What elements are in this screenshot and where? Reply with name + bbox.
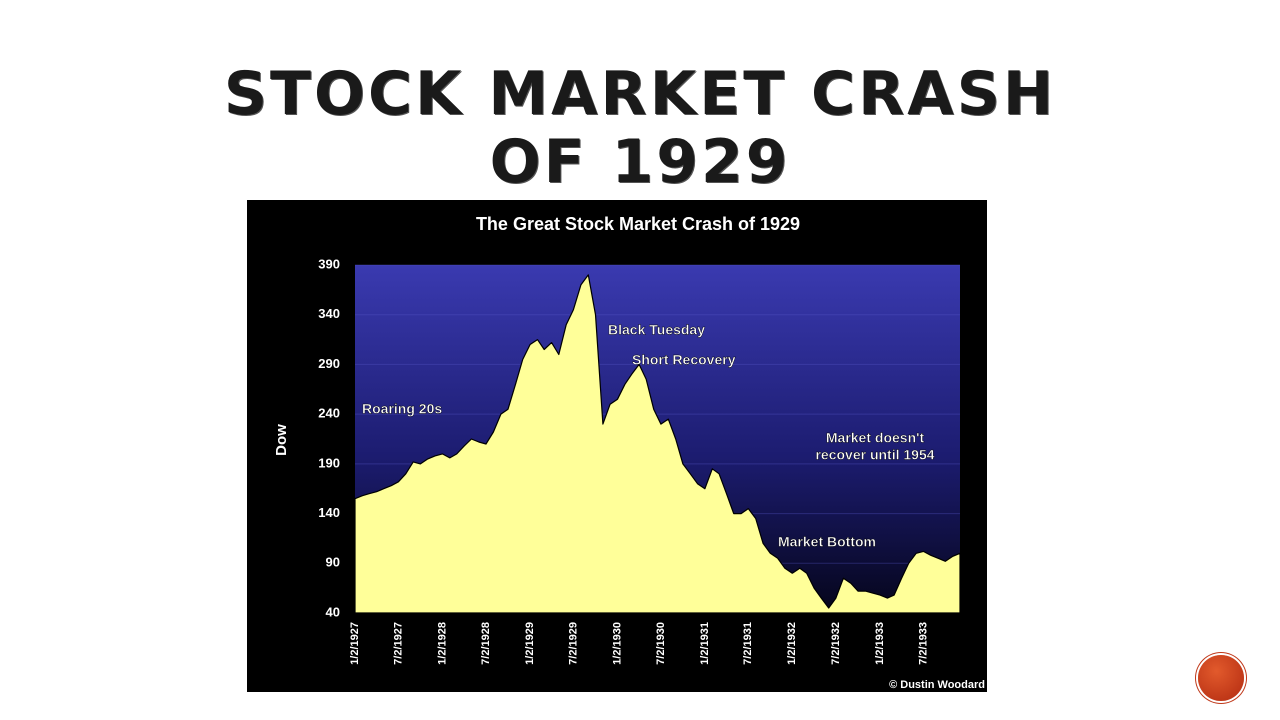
x-tick-label: 7/2/1928 xyxy=(480,622,492,665)
x-tick-label: 1/2/1933 xyxy=(874,622,886,665)
y-tick-label: 290 xyxy=(318,356,340,371)
y-tick-label: 140 xyxy=(318,505,340,520)
y-tick-label: 40 xyxy=(326,604,340,619)
y-tick-label: 340 xyxy=(318,306,340,321)
y-tick-label: 190 xyxy=(318,455,340,470)
slide-title-line: of 1929 xyxy=(489,127,791,197)
annotation: Short Recovery xyxy=(632,352,736,368)
x-tick-label: 1/2/1928 xyxy=(436,622,448,665)
credit: © Dustin Woodard xyxy=(889,679,985,691)
annotation: Market doesn't xyxy=(826,430,925,446)
annotation: Roaring 20s xyxy=(362,401,442,417)
x-tick-label: 7/2/1930 xyxy=(655,622,667,665)
next-slide-button[interactable] xyxy=(1198,655,1244,701)
x-tick-label: 7/2/1932 xyxy=(830,622,842,665)
annotation: Market Bottom xyxy=(778,534,876,550)
x-tick-label: 7/2/1933 xyxy=(917,622,929,665)
annotation: Black Tuesday xyxy=(608,322,705,338)
x-tick-label: 1/2/1932 xyxy=(786,622,798,665)
x-tick-label: 1/2/1927 xyxy=(349,622,361,665)
x-tick-label: 1/2/1931 xyxy=(699,622,711,665)
x-tick-label: 7/2/1929 xyxy=(567,622,579,665)
y-axis-label: Dow xyxy=(273,424,290,456)
x-tick-label: 7/2/1927 xyxy=(392,622,404,665)
area xyxy=(354,274,961,614)
y-tick-label: 90 xyxy=(326,555,340,570)
slide-title-line: Stock Market Crash xyxy=(223,59,1057,129)
y-tick-label: 390 xyxy=(318,256,340,271)
slide-title: Stock Market Crash of 1929 xyxy=(0,60,1280,196)
x-tick-label: 1/2/1929 xyxy=(524,622,536,665)
y-tick-label: 240 xyxy=(318,406,340,421)
x-tick-label: 1/2/1930 xyxy=(611,622,623,665)
annotation: recover until 1954 xyxy=(815,447,934,463)
chart-title: The Great Stock Market Crash of 1929 xyxy=(476,214,800,234)
x-tick-label: 7/2/1931 xyxy=(742,622,754,665)
